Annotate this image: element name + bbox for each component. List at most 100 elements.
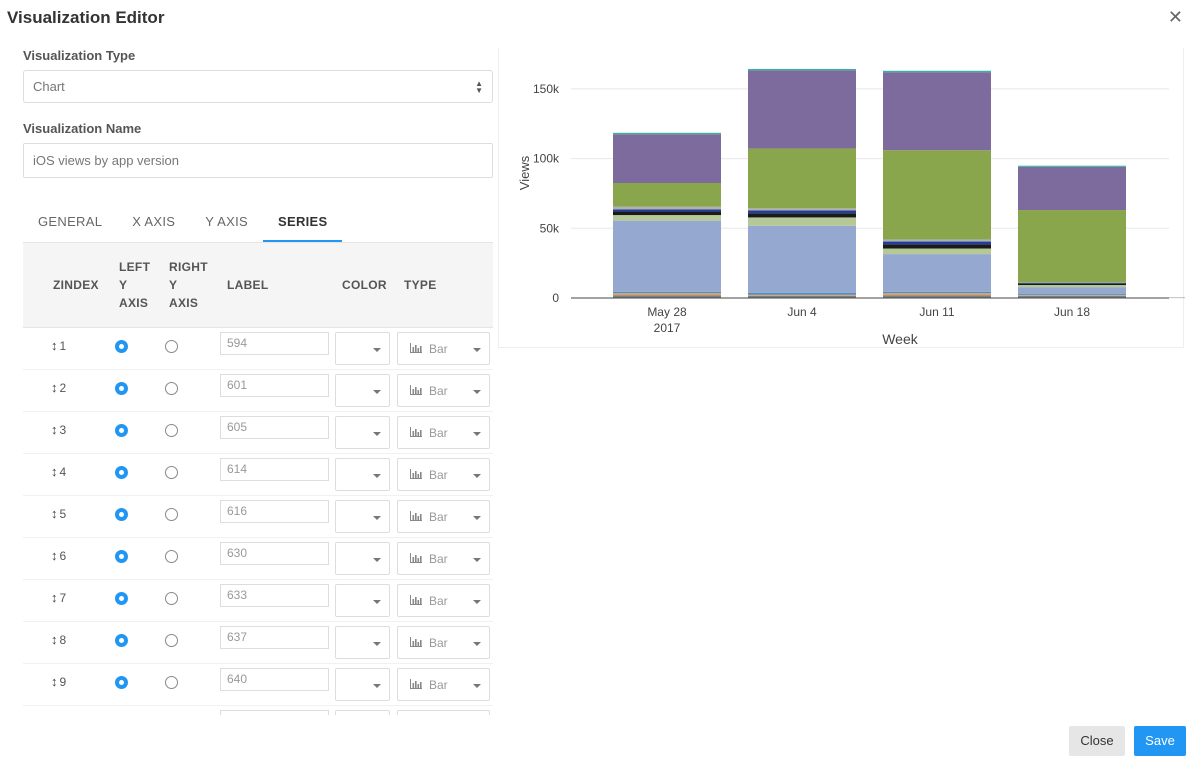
bar-chart-icon — [410, 343, 422, 353]
right-y-axis-radio[interactable] — [165, 424, 178, 437]
series-type-dropdown[interactable]: Bar — [397, 374, 490, 407]
visualization-type-value: Chart — [33, 79, 65, 94]
left-y-axis-radio[interactable] — [115, 592, 128, 605]
series-label-input[interactable]: 633 — [220, 584, 329, 607]
left-y-axis-radio[interactable] — [115, 340, 128, 353]
caret-down-icon — [373, 474, 381, 478]
zindex-cell[interactable]: ↕ 6 — [51, 548, 66, 563]
right-y-axis-radio[interactable] — [165, 508, 178, 521]
right-y-axis-radio[interactable] — [165, 382, 178, 395]
series-color-dropdown[interactable] — [335, 416, 390, 449]
series-type-dropdown[interactable]: Bar — [397, 710, 490, 715]
save-button[interactable]: Save — [1134, 726, 1186, 756]
series-label-input[interactable]: 614 — [220, 458, 329, 481]
zindex-cell[interactable]: ↕ 7 — [51, 590, 66, 605]
left-y-axis-radio[interactable] — [115, 634, 128, 647]
zindex-cell[interactable]: ↕ 4 — [51, 464, 66, 479]
bar-chart-icon — [410, 385, 422, 395]
tab-x-axis[interactable]: X AXIS — [132, 214, 176, 229]
series-type-dropdown[interactable]: Bar — [397, 458, 490, 491]
sort-arrows-icon[interactable]: ↕ — [51, 674, 58, 689]
caret-down-icon — [473, 390, 481, 394]
bar-chart-icon — [410, 427, 422, 437]
tab-general[interactable]: GENERAL — [38, 214, 103, 229]
tab-series[interactable]: SERIES — [263, 203, 343, 242]
series-type-dropdown[interactable]: Bar — [397, 542, 490, 575]
table-row: ↕ 5 616 Bar — [23, 496, 493, 538]
series-label-input[interactable]: 640 — [220, 668, 329, 691]
series-type-dropdown[interactable]: Bar — [397, 500, 490, 533]
bar-segment — [883, 70, 991, 73]
series-type-value: Bar — [429, 678, 448, 692]
right-y-axis-radio[interactable] — [165, 550, 178, 563]
sort-arrows-icon[interactable]: ↕ — [51, 464, 58, 479]
visualization-type-select[interactable]: Chart ▲ ▼ — [23, 70, 493, 103]
series-color-dropdown[interactable] — [335, 500, 390, 533]
right-y-axis-radio[interactable] — [165, 634, 178, 647]
series-color-dropdown[interactable] — [335, 710, 390, 715]
header-zindex: ZINDEX — [53, 278, 99, 292]
left-y-axis-radio[interactable] — [115, 676, 128, 689]
series-type-value: Bar — [429, 342, 448, 356]
zindex-value: 2 — [59, 381, 67, 395]
bar-segment — [748, 68, 856, 71]
zindex-value: 1 — [59, 339, 67, 353]
table-row: ↕10641Bar — [23, 706, 493, 715]
series-color-dropdown[interactable] — [335, 668, 390, 701]
series-label-input[interactable]: 594 — [220, 332, 329, 355]
series-type-dropdown[interactable]: Bar — [397, 584, 490, 617]
sort-arrows-icon[interactable]: ↕ — [51, 548, 58, 563]
series-label-input[interactable]: 616 — [220, 500, 329, 523]
zindex-cell[interactable]: ↕ 8 — [51, 632, 66, 647]
series-type-dropdown[interactable]: Bar — [397, 332, 490, 365]
header-right-y-axis: RIGHT Y AXIS — [169, 260, 208, 310]
zindex-cell[interactable]: ↕ 5 — [51, 506, 66, 521]
close-button[interactable]: Close — [1069, 726, 1125, 756]
series-type-dropdown[interactable]: Bar — [397, 626, 490, 659]
table-row: ↕ 6 630 Bar — [23, 538, 493, 580]
zindex-cell[interactable]: ↕ 2 — [51, 380, 66, 395]
close-icon[interactable]: ✕ — [1167, 7, 1183, 27]
series-label-input[interactable]: 641 — [220, 710, 329, 715]
sort-arrows-icon[interactable]: ↕ — [51, 338, 58, 353]
right-y-axis-radio[interactable] — [165, 466, 178, 479]
series-type-dropdown[interactable]: Bar — [397, 416, 490, 449]
series-label-input[interactable]: 601 — [220, 374, 329, 397]
y-tick-label: 100k — [533, 152, 560, 166]
table-row: ↕ 4 614 Bar — [23, 454, 493, 496]
sort-arrows-icon[interactable]: ↕ — [51, 422, 58, 437]
right-y-axis-radio[interactable] — [165, 676, 178, 689]
left-y-axis-radio[interactable] — [115, 508, 128, 521]
left-y-axis-radio[interactable] — [115, 466, 128, 479]
right-y-axis-radio[interactable] — [165, 592, 178, 605]
series-type-dropdown[interactable]: Bar — [397, 668, 490, 701]
sort-arrows-icon[interactable]: ↕ — [51, 632, 58, 647]
right-y-axis-radio[interactable] — [165, 340, 178, 353]
series-color-dropdown[interactable] — [335, 374, 390, 407]
left-y-axis-radio[interactable] — [115, 382, 128, 395]
left-y-axis-radio[interactable] — [115, 424, 128, 437]
sort-arrows-icon[interactable]: ↕ — [51, 590, 58, 605]
bar-segment — [883, 291, 991, 294]
series-color-dropdown[interactable] — [335, 458, 390, 491]
series-label-input[interactable]: 630 — [220, 542, 329, 565]
series-label-input[interactable]: 605 — [220, 416, 329, 439]
y-tick-label: 0 — [552, 291, 559, 305]
left-y-axis-radio[interactable] — [115, 550, 128, 563]
series-color-dropdown[interactable] — [335, 626, 390, 659]
bar-chart-icon — [410, 469, 422, 479]
series-color-dropdown[interactable] — [335, 584, 390, 617]
bar-segment — [748, 213, 856, 218]
zindex-cell[interactable]: ↕ 3 — [51, 422, 66, 437]
sort-arrows-icon[interactable]: ↕ — [51, 380, 58, 395]
zindex-cell[interactable]: ↕ 9 — [51, 674, 66, 689]
bar-segment — [1018, 282, 1126, 284]
visualization-name-input[interactable] — [23, 143, 493, 178]
series-color-dropdown[interactable] — [335, 542, 390, 575]
sort-arrows-icon[interactable]: ↕ — [51, 506, 58, 521]
series-color-dropdown[interactable] — [335, 332, 390, 365]
zindex-cell[interactable]: ↕ 1 — [51, 338, 66, 353]
tab-y-axis[interactable]: Y AXIS — [205, 214, 248, 229]
series-label-input[interactable]: 637 — [220, 626, 329, 649]
